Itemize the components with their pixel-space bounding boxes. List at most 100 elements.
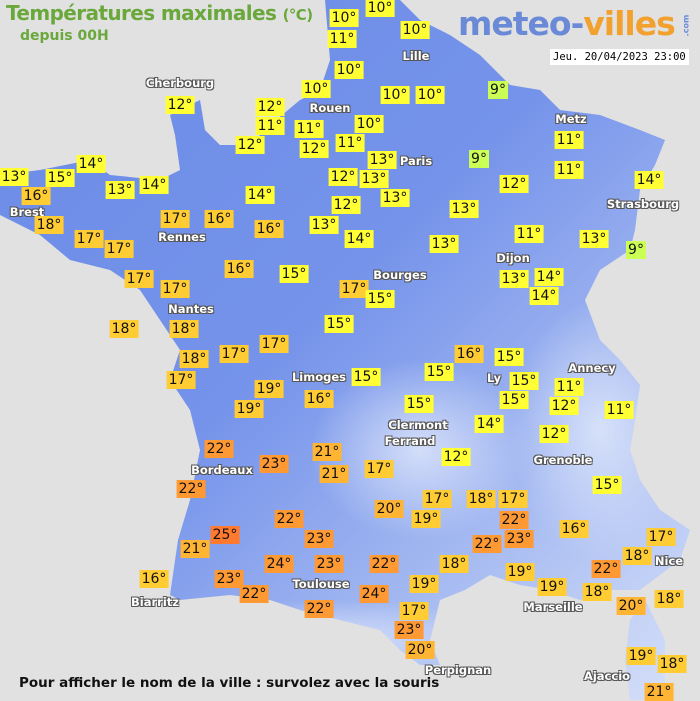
temperature-marker[interactable]: 13° [105, 181, 135, 199]
temperature-marker[interactable]: 15° [404, 395, 434, 413]
temperature-marker[interactable]: 16° [454, 345, 484, 363]
temperature-marker[interactable]: 21° [180, 540, 210, 558]
temperature-marker[interactable]: 15° [324, 315, 354, 333]
temperature-marker[interactable]: 24° [264, 555, 294, 573]
temperature-marker[interactable]: 16° [21, 187, 51, 205]
temperature-marker[interactable]: 20° [616, 597, 646, 615]
temperature-marker[interactable]: 12° [235, 136, 265, 154]
temperature-marker[interactable]: 14° [76, 155, 106, 173]
temperature-marker[interactable]: 22° [274, 510, 304, 528]
temperature-marker[interactable]: 13° [449, 200, 479, 218]
temperature-marker[interactable]: 17° [259, 335, 289, 353]
temperature-marker[interactable]: 13° [309, 216, 339, 234]
temperature-marker[interactable]: 18° [439, 555, 469, 573]
temperature-marker[interactable]: 15° [499, 391, 529, 409]
temperature-marker[interactable]: 11° [554, 131, 584, 149]
temperature-marker[interactable]: 11° [335, 134, 365, 152]
temperature-marker[interactable]: 14° [634, 171, 664, 189]
temperature-marker[interactable]: 23° [394, 621, 424, 639]
temperature-marker[interactable]: 12° [539, 425, 569, 443]
temperature-marker[interactable]: 22° [176, 480, 206, 498]
temperature-marker[interactable]: 22° [472, 535, 502, 553]
temperature-marker[interactable]: 23° [214, 570, 244, 588]
temperature-marker[interactable]: 23° [304, 530, 334, 548]
temperature-marker[interactable]: 18° [622, 547, 652, 565]
temperature-marker[interactable]: 13° [0, 168, 29, 186]
temperature-marker[interactable]: 15° [509, 372, 539, 390]
temperature-marker[interactable]: 17° [124, 270, 154, 288]
temperature-marker[interactable]: 17° [74, 230, 104, 248]
temperature-marker[interactable]: 23° [504, 530, 534, 548]
temperature-marker[interactable]: 17° [646, 528, 676, 546]
temperature-marker[interactable]: 17° [339, 280, 369, 298]
temperature-marker[interactable]: 16° [304, 390, 334, 408]
temperature-marker[interactable]: 22° [591, 560, 621, 578]
temperature-marker[interactable]: 13° [359, 170, 389, 188]
temperature-marker[interactable]: 10° [415, 86, 445, 104]
temperature-marker[interactable]: 20° [405, 641, 435, 659]
temperature-marker[interactable]: 15° [494, 348, 524, 366]
temperature-marker[interactable]: 24° [359, 585, 389, 603]
temperature-marker[interactable]: 19° [537, 578, 567, 596]
temperature-marker[interactable]: 22° [204, 440, 234, 458]
temperature-marker[interactable]: 22° [499, 511, 529, 529]
temperature-marker[interactable]: 14° [245, 186, 275, 204]
temperature-marker[interactable]: 14° [344, 230, 374, 248]
temperature-marker[interactable]: 15° [365, 290, 395, 308]
temperature-marker[interactable]: 18° [179, 350, 209, 368]
temperature-marker[interactable]: 12° [441, 448, 471, 466]
temperature-marker[interactable]: 11° [255, 117, 285, 135]
temperature-marker[interactable]: 21° [319, 465, 349, 483]
temperature-marker[interactable]: 19° [254, 380, 284, 398]
temperature-marker[interactable]: 17° [399, 602, 429, 620]
temperature-marker[interactable]: 14° [474, 415, 504, 433]
temperature-marker[interactable]: 9° [469, 150, 489, 168]
temperature-marker[interactable]: 23° [259, 455, 289, 473]
temperature-marker[interactable]: 19° [234, 400, 264, 418]
temperature-marker[interactable]: 21° [312, 443, 342, 461]
temperature-marker[interactable]: 12° [499, 175, 529, 193]
temperature-marker[interactable]: 15° [592, 476, 622, 494]
temperature-marker[interactable]: 10° [301, 80, 331, 98]
temperature-marker[interactable]: 10° [365, 0, 395, 17]
temperature-marker[interactable]: 14° [529, 287, 559, 305]
temperature-marker[interactable]: 14° [139, 176, 169, 194]
temperature-marker[interactable]: 17° [219, 345, 249, 363]
temperature-marker[interactable]: 12° [165, 96, 195, 114]
temperature-marker[interactable]: 25° [210, 526, 240, 544]
temperature-marker[interactable]: 14° [534, 268, 564, 286]
temperature-marker[interactable]: 20° [374, 500, 404, 518]
temperature-marker[interactable]: 18° [109, 320, 139, 338]
temperature-marker[interactable]: 11° [554, 378, 584, 396]
temperature-marker[interactable]: 17° [498, 490, 528, 508]
temperature-marker[interactable]: 11° [604, 401, 634, 419]
temperature-marker[interactable]: 10° [400, 21, 430, 39]
temperature-marker[interactable]: 23° [314, 555, 344, 573]
temperature-marker[interactable]: 16° [559, 520, 589, 538]
meteo-villes-logo[interactable]: meteo-villes .com [458, 4, 696, 43]
temperature-marker[interactable]: 19° [409, 575, 439, 593]
temperature-marker[interactable]: 11° [514, 225, 544, 243]
temperature-marker[interactable]: 16° [204, 210, 234, 228]
temperature-marker[interactable]: 18° [466, 490, 496, 508]
temperature-marker[interactable]: 18° [657, 655, 687, 673]
temperature-marker[interactable]: 9° [488, 81, 508, 99]
temperature-marker[interactable]: 17° [160, 280, 190, 298]
temperature-marker[interactable]: 18° [654, 590, 684, 608]
temperature-marker[interactable]: 9° [626, 241, 646, 259]
temperature-marker[interactable]: 15° [424, 363, 454, 381]
temperature-marker[interactable]: 17° [160, 210, 190, 228]
temperature-marker[interactable]: 22° [239, 585, 269, 603]
temperature-marker[interactable]: 12° [549, 397, 579, 415]
temperature-marker[interactable]: 10° [334, 61, 364, 79]
temperature-marker[interactable]: 10° [380, 86, 410, 104]
temperature-marker[interactable]: 19° [626, 647, 656, 665]
temperature-marker[interactable]: 22° [304, 600, 334, 618]
temperature-marker[interactable]: 17° [104, 240, 134, 258]
temperature-marker[interactable]: 19° [505, 563, 535, 581]
temperature-marker[interactable]: 16° [139, 570, 169, 588]
temperature-marker[interactable]: 17° [422, 490, 452, 508]
temperature-marker[interactable]: 11° [294, 120, 324, 138]
temperature-marker[interactable]: 13° [499, 270, 529, 288]
temperature-marker[interactable]: 18° [582, 583, 612, 601]
